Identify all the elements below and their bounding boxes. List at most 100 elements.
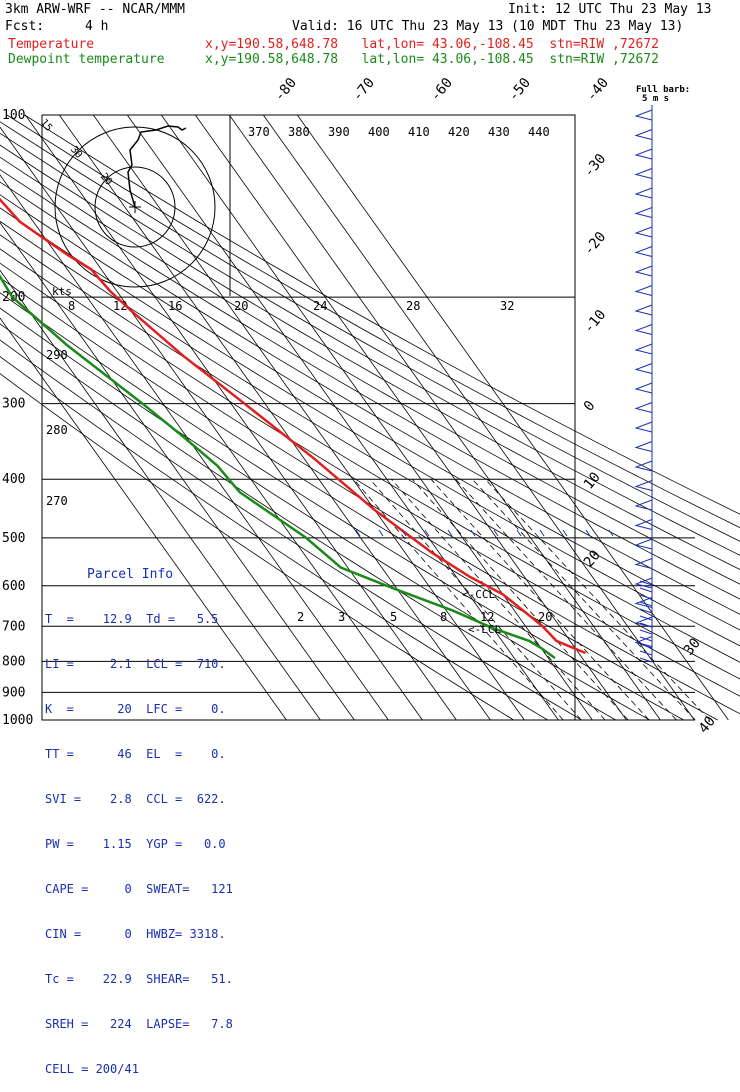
wind-barb	[636, 305, 652, 315]
wind-barb	[636, 422, 652, 432]
mixing-ratio-label: 12	[480, 610, 494, 624]
mixing-ratio-label: 20	[234, 299, 248, 313]
mixing-ratio-label: 28	[406, 299, 420, 313]
mixing-ratio-label: 2	[297, 610, 304, 624]
parcel-row: CELL = 200/41	[45, 1062, 233, 1077]
wind-barb	[471, 530, 475, 536]
pressure-label: 500	[2, 531, 25, 546]
wind-barb	[636, 481, 652, 491]
wind-barb	[636, 617, 652, 627]
wind-barb	[636, 559, 652, 569]
isotherm-label: 10	[581, 469, 604, 492]
mixing-ratio-label: 16	[168, 299, 182, 313]
parcel-row: PW = 1.15 YGP = 0.0	[45, 837, 233, 852]
isotherm-label: 0	[581, 398, 599, 415]
pressure-label: 400	[2, 472, 25, 487]
wind-barb	[517, 530, 521, 536]
wind-barb	[636, 442, 652, 452]
wind-barb	[640, 588, 652, 592]
wind-barb	[636, 208, 652, 218]
isotherm-label: -70	[349, 75, 378, 105]
mixing-ratio-label: 32	[500, 299, 514, 313]
mixing-ratio-line	[485, 479, 709, 720]
dry-adiabat-label: 290	[46, 348, 68, 362]
dewpoint-station-info: x,y=190.58,648.78 lat,lon= 43.06,-108.45…	[205, 52, 659, 67]
parcel-info-title: Parcel Info	[87, 567, 233, 582]
mixing-ratio-label: 20	[538, 610, 552, 624]
parcel-row: SVI = 2.8 CCL = 622.	[45, 792, 233, 807]
isotherm-label: -40	[583, 75, 612, 105]
wind-barb	[640, 630, 652, 634]
dewpoint-legend: Dewpoint temperature	[8, 52, 165, 67]
wind-barb	[379, 530, 383, 536]
hodograph-units: kts	[52, 284, 72, 299]
mixing-ratio-label: 5	[390, 610, 397, 624]
wind-barb	[563, 530, 567, 536]
isotherm-label: -50	[505, 75, 534, 105]
hodograph	[55, 115, 230, 296]
parcel-row: CIN = 0 HWBZ= 3318.	[45, 927, 233, 942]
valid-time: Valid: 16 UTC Thu 23 May 13 (10 MDT Thu …	[292, 19, 683, 34]
pressure-label: 900	[2, 685, 25, 700]
forecast-label: Fcst:	[5, 19, 44, 34]
mixing-ratio-label: 24	[313, 299, 327, 313]
wind-barb	[636, 500, 652, 510]
isotherm-label: -30	[581, 151, 610, 181]
isotherm-label: -60	[427, 75, 456, 105]
theta-label: 420	[448, 125, 470, 139]
theta-label: 430	[488, 125, 510, 139]
isotherm-label: -20	[581, 229, 610, 259]
forecast-hour: 4 h	[85, 19, 108, 34]
lcl-marker-label: <-LCL	[468, 623, 501, 636]
pressure-label: 700	[2, 619, 25, 634]
wind-barb	[636, 110, 652, 120]
isotherm-label: 20	[581, 547, 604, 570]
wind-barb	[636, 130, 652, 140]
parcel-row: K = 20 LFC = 0.	[45, 702, 233, 717]
wind-barb	[540, 530, 544, 536]
theta-label: 440	[528, 125, 550, 139]
mixing-ratio-label: 8	[68, 299, 75, 313]
init-time: Init: 12 UTC Thu 23 May 13	[508, 2, 712, 17]
mixing-ratio-label: 8	[440, 610, 447, 624]
isotherm-line	[229, 115, 660, 720]
isotherm-label: 30	[681, 635, 704, 658]
theta-label: 390	[328, 125, 350, 139]
ccl-marker-label: <-CCL	[462, 588, 495, 601]
theta-label: 380	[288, 125, 310, 139]
wind-barb	[636, 266, 652, 276]
isotherm-line	[297, 115, 728, 720]
dry-adiabat-label: 270	[46, 494, 68, 508]
isotherm-label: 40	[696, 713, 719, 736]
model-title: 3km ARW-WRF -- NCAR/MMM	[5, 2, 185, 17]
wind-barb	[636, 286, 652, 296]
parcel-row: CAPE = 0 SWEAT= 121	[45, 882, 233, 897]
wind-barb	[636, 227, 652, 237]
parcel-row: LI = 2.1 LCL = 710.	[45, 657, 233, 672]
theta-label: 410	[408, 125, 430, 139]
parcel-info-panel: Parcel Info T = 12.9 Td = 5.5 LI = 2.1 L…	[45, 537, 233, 1092]
wind-barb	[636, 344, 652, 354]
parcel-row: SREH = 224 LAPSE= 7.8	[45, 1017, 233, 1032]
wind-barbs	[356, 105, 652, 662]
pressure-label: 600	[2, 579, 25, 594]
wind-barb	[636, 383, 652, 393]
isotherm-line	[195, 115, 626, 720]
wind-barb	[636, 247, 652, 257]
wind-barb	[636, 325, 652, 335]
barb-note-line2: 5 m s	[642, 95, 669, 104]
isotherm-label: -10	[581, 307, 610, 337]
mixing-ratio-label: 3	[338, 610, 345, 624]
temperature-legend: Temperature	[8, 37, 94, 52]
parcel-row: TT = 46 EL = 0.	[45, 747, 233, 762]
temperature-station-info: x,y=190.58,648.78 lat,lon= 43.06,-108.45…	[205, 37, 659, 52]
theta-label: 370	[248, 125, 270, 139]
isotherm-label: -80	[271, 75, 300, 105]
wind-barb	[636, 149, 652, 159]
dry-adiabat-label: 280	[46, 423, 68, 437]
parcel-row: Tc = 22.9 SHEAR= 51.	[45, 972, 233, 987]
parcel-row: T = 12.9 Td = 5.5	[45, 612, 233, 627]
pressure-label: 1000	[2, 713, 33, 728]
pressure-label: 800	[2, 654, 25, 669]
